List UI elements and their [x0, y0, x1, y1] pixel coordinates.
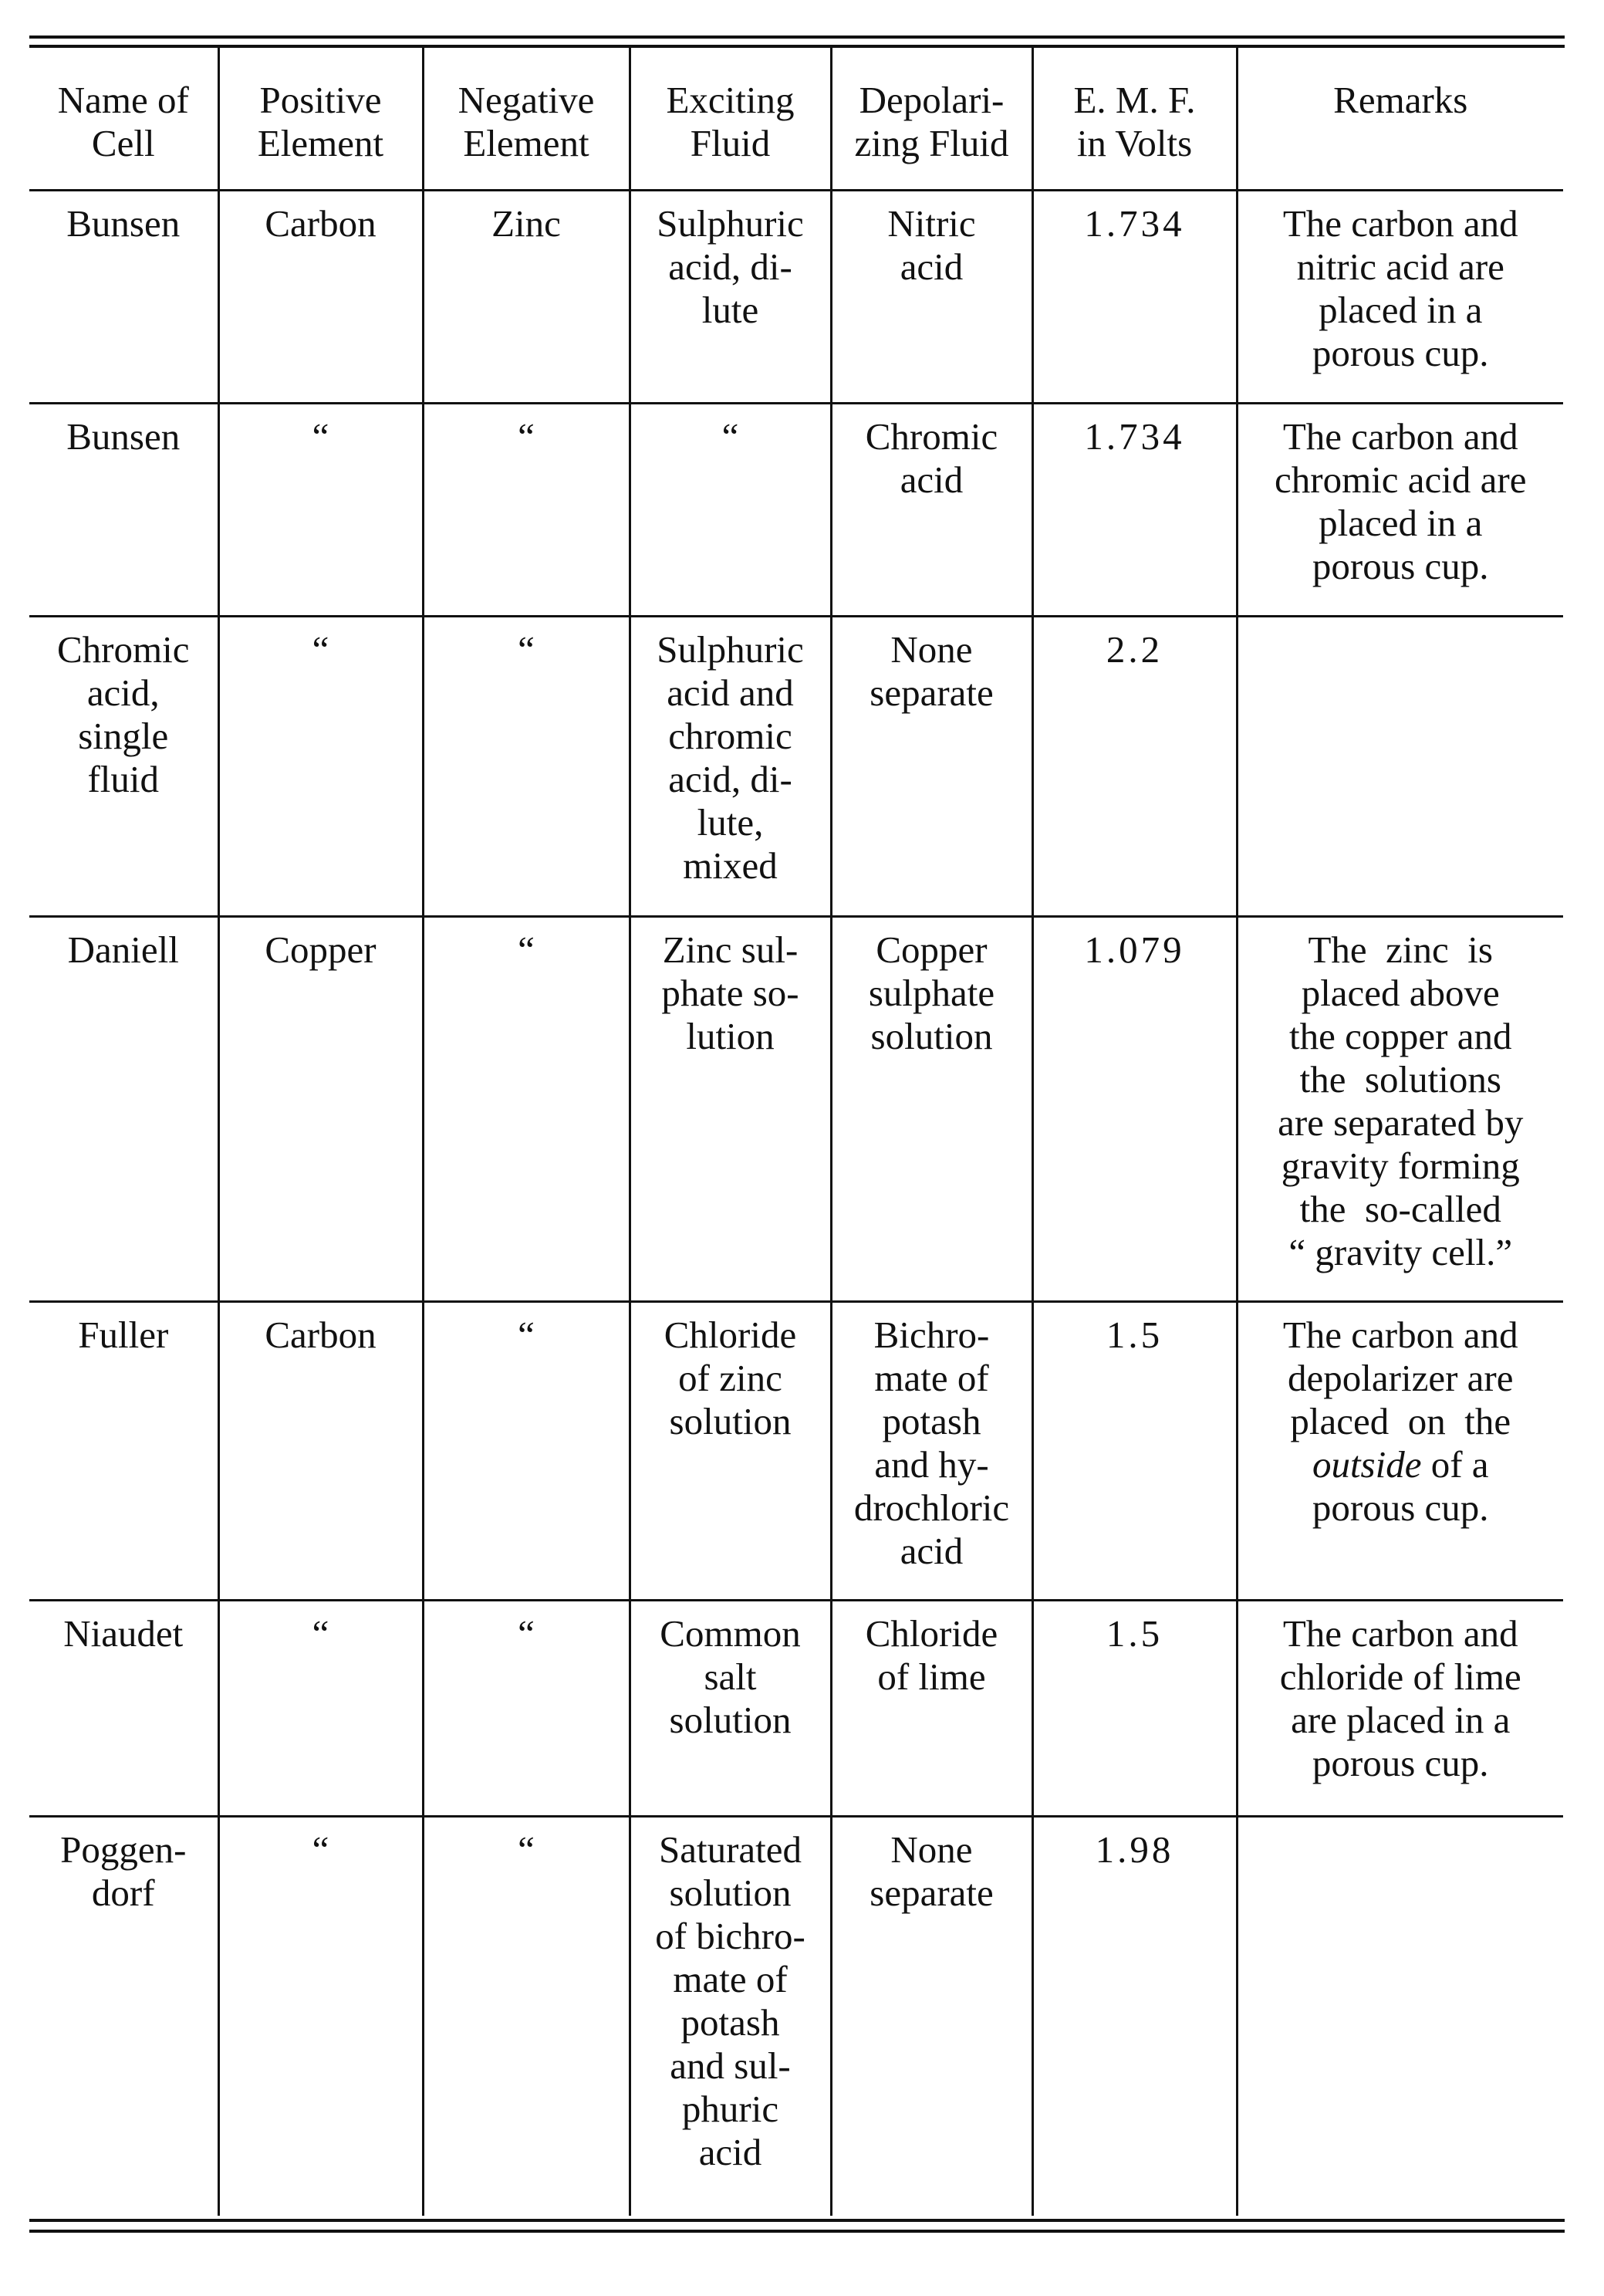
column-header-name: Name of Cell: [57, 79, 189, 164]
cell-name: Bunsen: [29, 188, 218, 403]
cell-positive: Copper: [217, 915, 423, 1301]
cell-remarks: The carbon and chloride of lime are plac…: [1235, 1598, 1563, 1816]
cell-positive: Carbon: [217, 1300, 423, 1600]
cell-positive: “: [217, 1814, 423, 2216]
table-row: Fuller Carbon “Chloride of zinc solution Bi…: [29, 1300, 1563, 1600]
bottom-rule-outer: [29, 2219, 1565, 2222]
top-rule-outer: [29, 36, 1565, 39]
cell-emf: 1.5: [1031, 1300, 1237, 1600]
cell-depolarizing: Bichro- mate of potash and hy- drochlori…: [829, 1300, 1032, 1600]
cell-emf: 1.734: [1031, 401, 1237, 616]
cell-exciting: Zinc sul- phate so- lution: [628, 915, 831, 1301]
cell-negative: “: [421, 1300, 630, 1600]
cell-emf: 1.98: [1031, 1814, 1237, 2216]
cell-name: Poggen- dorf: [29, 1814, 218, 2216]
cell-exciting: “: [628, 401, 831, 616]
column-header-emf: E. M. F. in Volts: [1031, 48, 1237, 190]
column-header-depolarizing: Depolari- zing Fluid: [829, 48, 1032, 190]
table-row: Niaudet ““Common salt solution Chloride of…: [29, 1598, 1563, 1816]
cell-exciting: Saturated solution of bichro- mate of po…: [628, 1814, 831, 2216]
table-row: Daniell Copper “Zinc sul- phate so- lution…: [29, 915, 1563, 1301]
cell-positive: “: [217, 614, 423, 916]
cell-remarks: [1235, 614, 1563, 916]
cell-depolarizing: Copper sulphate solution: [829, 915, 1032, 1301]
column-header-exciting: Exciting Fluid: [628, 48, 831, 190]
cell-depolarizing: Nitric acid: [829, 188, 1032, 403]
cell-positive: Carbon: [217, 188, 423, 403]
table-row: Bunsen Carbon Zinc Sulphuric acid, di- lute…: [29, 188, 1563, 403]
table-row: Bunsen “““Chromic acid 1.734 The carbon and…: [29, 401, 1563, 616]
cell-name: Daniell: [29, 915, 218, 1301]
cell-remarks: The carbon and chromic acid are placed i…: [1235, 401, 1563, 616]
cell-depolarizing: Chromic acid: [829, 401, 1032, 616]
cell-name: Niaudet: [29, 1598, 218, 1816]
cell-remarks: [1235, 1814, 1563, 2216]
table-row: Poggen- dorf ““Saturated solution of bich…: [29, 1814, 1563, 2216]
cell-positive: “: [217, 401, 423, 616]
cell-emf: 1.079: [1031, 915, 1237, 1301]
column-header-remarks: Remarks: [1235, 48, 1563, 190]
table-row: Chromic acid, single fluid ““Sulphuric ac…: [29, 614, 1563, 916]
top-rule-inner: [29, 45, 1565, 48]
cell-name: Fuller: [29, 1300, 218, 1600]
column-header-negative: Negative Element: [421, 48, 630, 190]
cell-name: Bunsen: [29, 401, 218, 616]
cell-exciting: Chloride of zinc solution: [628, 1300, 831, 1600]
cell-exciting: Common salt solution: [628, 1598, 831, 1816]
cell-table: Name of Cell Positive Element Negative Ele…: [29, 48, 1563, 2216]
cell-depolarizing: Chloride of lime: [829, 1598, 1032, 1816]
cell-negative: “: [421, 1598, 630, 1816]
cell-name: Chromic acid, single fluid: [29, 614, 218, 916]
cell-negative: “: [421, 401, 630, 616]
header-row: Name of Cell Positive Element Negative Ele…: [29, 48, 1563, 190]
cell-emf: 2.2: [1031, 614, 1237, 916]
bottom-rule-inner: [29, 2230, 1565, 2233]
cell-negative: Zinc: [421, 188, 630, 403]
cell-negative: “: [421, 614, 630, 916]
cell-exciting: Sulphuric acid and chromic acid, di- lut…: [628, 614, 831, 916]
remarks-em: outside: [1312, 1442, 1422, 1486]
cell-remarks: The carbon and nitric acid are placed in…: [1235, 188, 1563, 403]
cell-negative: “: [421, 1814, 630, 2216]
cell-emf: 1.5: [1031, 1598, 1237, 1816]
cell-negative: “: [421, 915, 630, 1301]
column-header-positive: Positive Element: [217, 48, 423, 190]
remarks-post: of a porous cup.: [1312, 1442, 1489, 1529]
cell-positive: “: [217, 1598, 423, 1816]
cell-exciting: Sulphuric acid, di- lute: [628, 188, 831, 403]
cell-depolarizing: None separate: [829, 1814, 1032, 2216]
cell-remarks: The zinc is placed above the copper and …: [1235, 915, 1563, 1301]
remarks-pre: The carbon and depolarizer are placed on…: [1282, 1313, 1518, 1442]
cell-remarks: The carbon and depolarizer are placed on…: [1235, 1300, 1563, 1600]
cell-emf: 1.734: [1031, 188, 1237, 403]
cell-depolarizing: None separate: [829, 614, 1032, 916]
